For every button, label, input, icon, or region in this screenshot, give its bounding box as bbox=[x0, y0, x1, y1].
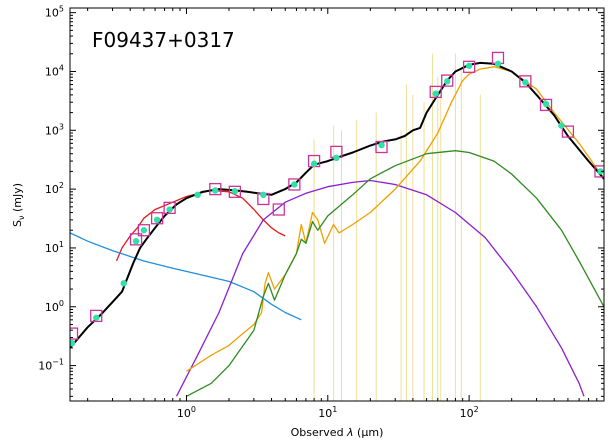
chart-title: F09437+0317 bbox=[92, 28, 235, 52]
series-line-green_dust bbox=[186, 150, 604, 397]
model-point bbox=[166, 206, 173, 213]
model-point bbox=[140, 227, 148, 234]
series-line-agn_blue bbox=[70, 232, 302, 321]
observed-point bbox=[375, 140, 388, 154]
model-point bbox=[194, 191, 201, 199]
y-tick-label: 105 bbox=[45, 5, 64, 20]
plot-frame bbox=[69, 7, 605, 402]
observed-point bbox=[70, 327, 79, 340]
emission-lines-layer bbox=[313, 53, 481, 401]
observed-point bbox=[137, 224, 151, 237]
model-point bbox=[291, 181, 298, 188]
model-point bbox=[231, 188, 239, 195]
observed-point bbox=[150, 212, 164, 225]
model-point bbox=[260, 191, 267, 199]
model-components-layer bbox=[70, 61, 604, 397]
observed-point bbox=[163, 201, 176, 215]
model-point bbox=[597, 168, 604, 175]
series-line-warm_dust bbox=[186, 66, 604, 372]
model-point bbox=[70, 340, 76, 347]
x-axis-label: Observed λ (μm) bbox=[291, 426, 384, 439]
observed-point bbox=[209, 182, 222, 196]
observed-point bbox=[429, 85, 442, 99]
model-point bbox=[522, 79, 529, 86]
observed-point bbox=[441, 74, 454, 87]
model-point bbox=[542, 100, 550, 108]
model-point bbox=[310, 160, 318, 167]
observed-point bbox=[594, 165, 604, 178]
model-point bbox=[432, 90, 439, 97]
model-point bbox=[494, 60, 502, 68]
model-point bbox=[333, 154, 340, 162]
photometry-layer bbox=[70, 51, 604, 347]
model-point bbox=[558, 122, 565, 129]
model-point bbox=[153, 216, 161, 224]
x-tick-label: 100 bbox=[177, 405, 196, 420]
model-point bbox=[132, 238, 140, 245]
series-line-cold_dust bbox=[175, 179, 585, 397]
model-point bbox=[378, 141, 385, 149]
observed-point bbox=[90, 309, 103, 323]
axis-ticks: 10−1 100 101 102 103 104 105 100 101 102 bbox=[38, 5, 605, 420]
y-tick-label: 100 bbox=[45, 299, 64, 314]
model-point bbox=[93, 314, 100, 321]
series-line-total bbox=[70, 61, 604, 349]
observed-point bbox=[539, 98, 553, 112]
y-tick-label: 101 bbox=[45, 240, 64, 255]
y-axis-label: Sν (mJy) bbox=[11, 183, 26, 227]
model-point bbox=[465, 62, 473, 69]
observed-point bbox=[129, 233, 143, 246]
observed-point bbox=[561, 125, 575, 138]
observed-point bbox=[462, 60, 476, 73]
x-tick-label: 102 bbox=[460, 405, 479, 420]
y-tick-label: 104 bbox=[45, 63, 64, 78]
y-tick-label: 102 bbox=[45, 181, 64, 196]
model-point bbox=[444, 78, 451, 85]
model-point bbox=[212, 187, 219, 194]
observed-point bbox=[228, 185, 241, 198]
y-tick-label: 103 bbox=[45, 122, 64, 137]
observed-point bbox=[519, 75, 532, 88]
observed-point bbox=[288, 178, 301, 191]
x-tick-label: 101 bbox=[318, 405, 337, 420]
model-point bbox=[120, 280, 127, 287]
observed-point bbox=[272, 203, 285, 216]
y-tick-label: 10−1 bbox=[38, 358, 64, 373]
